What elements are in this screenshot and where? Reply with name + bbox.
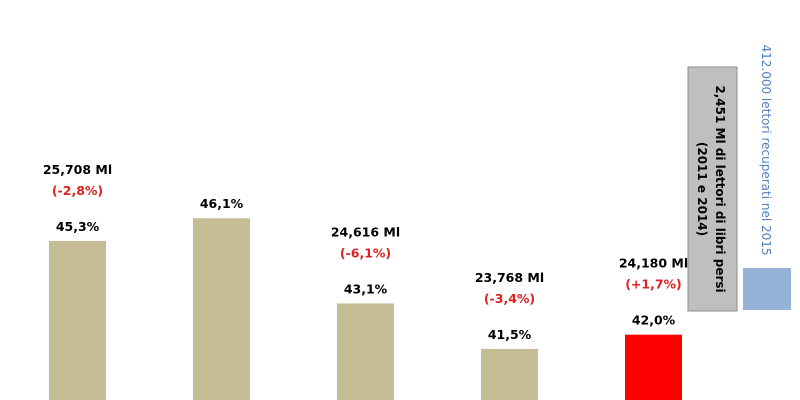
bar-4 [481,348,538,400]
bar-5 [625,334,682,400]
recovered-readers-line: 412.000 lettori recuperati nel 2015 [759,44,773,255]
recovered-readers-text: 412.000 lettori recuperati nel 2015 [759,44,773,255]
bar-3 [337,303,394,400]
readers-label: 24,616 Ml [331,224,400,239]
lost-readers-line: 2,451 Ml di lettori di libri persi [713,85,727,292]
readers-label: 24,180 Ml [619,256,688,271]
bar-1 [49,240,106,400]
lost-readers-text: 2,451 Ml di lettori di libri persi (2011 … [695,85,727,292]
bar-value-label: 42,0% [632,313,676,328]
change-label: (-2,8%) [52,183,103,198]
readers-label: 25,708 Ml [43,162,112,177]
lost-readers-box [687,66,738,312]
readers-label: 23,768 Ml [475,270,544,285]
recovered-readers-box [743,268,791,310]
bar-value-label: 45,3% [56,219,100,234]
change-label: (+1,7%) [625,277,682,292]
change-label: (-3,4%) [484,291,535,306]
bar-value-label: 41,5% [488,327,532,342]
lost-readers-line: (2011 e 2014) [695,142,709,236]
bar-value-label: 43,1% [344,281,388,296]
bar-2 [193,218,250,400]
change-label: (-6,1%) [340,245,391,260]
bar-value-label: 46,1% [200,196,244,211]
